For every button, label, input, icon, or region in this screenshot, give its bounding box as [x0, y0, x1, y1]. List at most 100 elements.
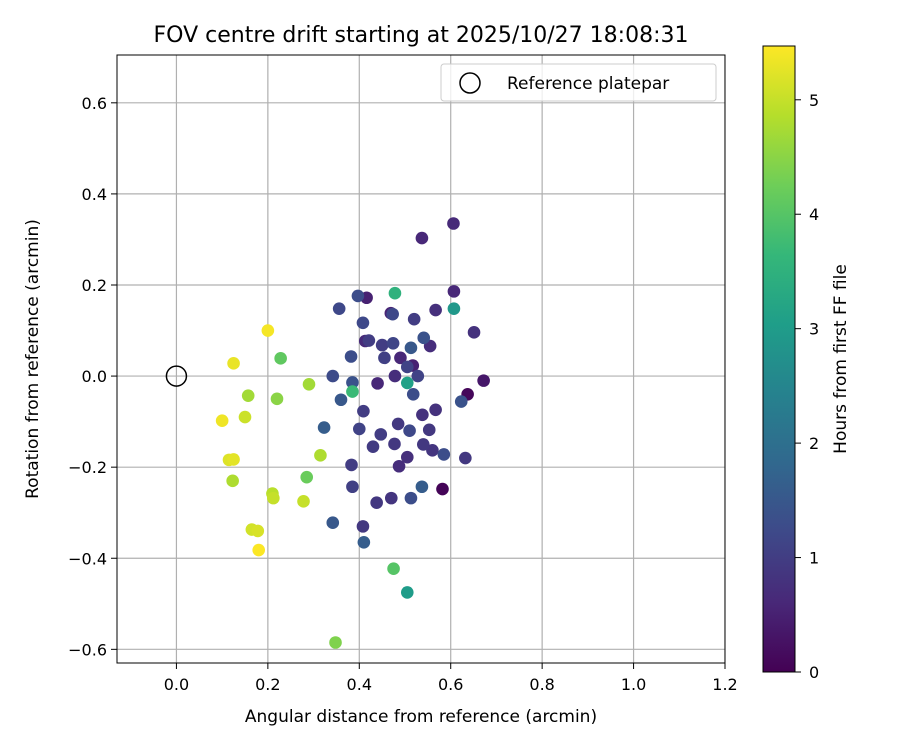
data-point	[407, 312, 421, 326]
data-point	[384, 491, 398, 505]
data-point	[400, 376, 414, 390]
data-point	[447, 302, 461, 315]
data-point	[370, 496, 383, 509]
data-point	[300, 470, 314, 484]
data-point	[391, 417, 405, 431]
data-point	[411, 369, 425, 383]
data-point	[388, 437, 401, 451]
data-point	[267, 491, 280, 505]
data-point	[378, 351, 391, 365]
data-point	[356, 316, 370, 330]
colorbar-tick-label: 3	[809, 320, 819, 339]
data-point	[477, 374, 490, 387]
data-point	[415, 231, 429, 245]
data-point	[215, 414, 229, 428]
data-point	[417, 331, 431, 345]
data-point	[374, 428, 388, 441]
data-point	[400, 360, 414, 374]
reference-platepar-marker	[165, 365, 188, 387]
data-point	[227, 453, 240, 466]
colorbar-tick-label: 4	[809, 205, 819, 224]
legend-box	[440, 63, 717, 102]
data-point	[251, 524, 265, 538]
data-point	[297, 495, 310, 508]
y-tick-label: 0.0	[82, 367, 107, 386]
data-point	[238, 410, 252, 424]
plot-frame	[116, 54, 726, 664]
data-point	[241, 389, 255, 402]
grid-lines	[117, 55, 725, 663]
data-point	[386, 336, 400, 350]
x-tick-label: 0.4	[347, 675, 372, 694]
reference-platepar-layer	[165, 365, 188, 387]
x-tick-label: 0.2	[255, 675, 280, 694]
chart-title: FOV centre drift starting at 2025/10/27 …	[154, 23, 689, 48]
data-point	[447, 217, 460, 230]
data-point	[459, 451, 472, 465]
data-point	[326, 516, 340, 530]
data-point	[274, 352, 287, 365]
data-point	[357, 404, 370, 418]
data-point	[416, 408, 429, 422]
data-point	[454, 395, 468, 408]
data-point	[406, 387, 420, 401]
legend: Reference platepar	[440, 63, 717, 102]
data-point	[403, 424, 416, 438]
data-point	[332, 302, 346, 315]
data-point	[344, 350, 358, 363]
colorbar-ticks: 0 1 2 3 4 5	[795, 91, 819, 682]
data-point	[387, 562, 400, 576]
data-point	[346, 385, 359, 398]
colorbar-tick-label: 2	[809, 434, 819, 453]
data-point	[357, 536, 371, 549]
x-axis-ticks: 0.0 0.2 0.4 0.6 0.8 1.0 1.2	[164, 663, 738, 694]
y-tick-label: −0.6	[68, 640, 107, 659]
data-point	[400, 586, 414, 599]
data-point	[326, 369, 340, 383]
data-point	[467, 326, 481, 339]
data-point	[227, 357, 240, 370]
data-point	[375, 338, 389, 352]
colorbar-gradient	[762, 45, 796, 673]
x-tick-label: 1.0	[621, 675, 646, 694]
data-point	[345, 458, 358, 472]
data-point	[356, 520, 370, 533]
x-tick-label: 0.6	[438, 675, 463, 694]
y-tick-label: −0.4	[68, 549, 107, 568]
colorbar: 0 1 2 3 4 5 Hours from first FF file	[762, 45, 851, 682]
x-tick-label: 0.8	[529, 675, 554, 694]
x-tick-label: 1.2	[712, 675, 737, 694]
data-point	[394, 351, 407, 365]
data-point	[404, 491, 418, 505]
data-point	[371, 377, 384, 390]
data-point	[416, 438, 430, 451]
data-point	[270, 392, 284, 406]
data-point	[252, 543, 266, 557]
colorbar-tick-label: 1	[809, 549, 819, 568]
data-point	[392, 459, 406, 473]
data-point	[334, 393, 348, 407]
data-point	[415, 480, 429, 494]
data-point	[226, 474, 239, 488]
data-point	[429, 303, 442, 317]
data-points	[215, 217, 490, 649]
y-axis-label: Rotation from reference (arcmin)	[23, 219, 43, 499]
y-tick-label: −0.2	[68, 458, 107, 477]
y-tick-label: 0.6	[82, 94, 107, 113]
data-point	[261, 324, 275, 337]
data-point	[388, 369, 402, 383]
data-point	[388, 286, 402, 300]
data-point	[351, 289, 365, 303]
colorbar-tick-label: 5	[809, 91, 819, 110]
colorbar-tick-label: 0	[809, 663, 819, 682]
data-point	[426, 444, 439, 457]
legend-entry-reference: Reference platepar	[507, 74, 669, 94]
legend-marker-open-circle	[459, 72, 481, 94]
data-point	[317, 421, 331, 434]
y-axis-ticks: −0.6 −0.4 −0.2 0.0 0.2 0.4 0.6	[68, 94, 117, 659]
data-point	[362, 334, 376, 347]
y-tick-label: 0.2	[82, 276, 107, 295]
data-point	[346, 376, 359, 389]
data-point	[436, 482, 449, 496]
